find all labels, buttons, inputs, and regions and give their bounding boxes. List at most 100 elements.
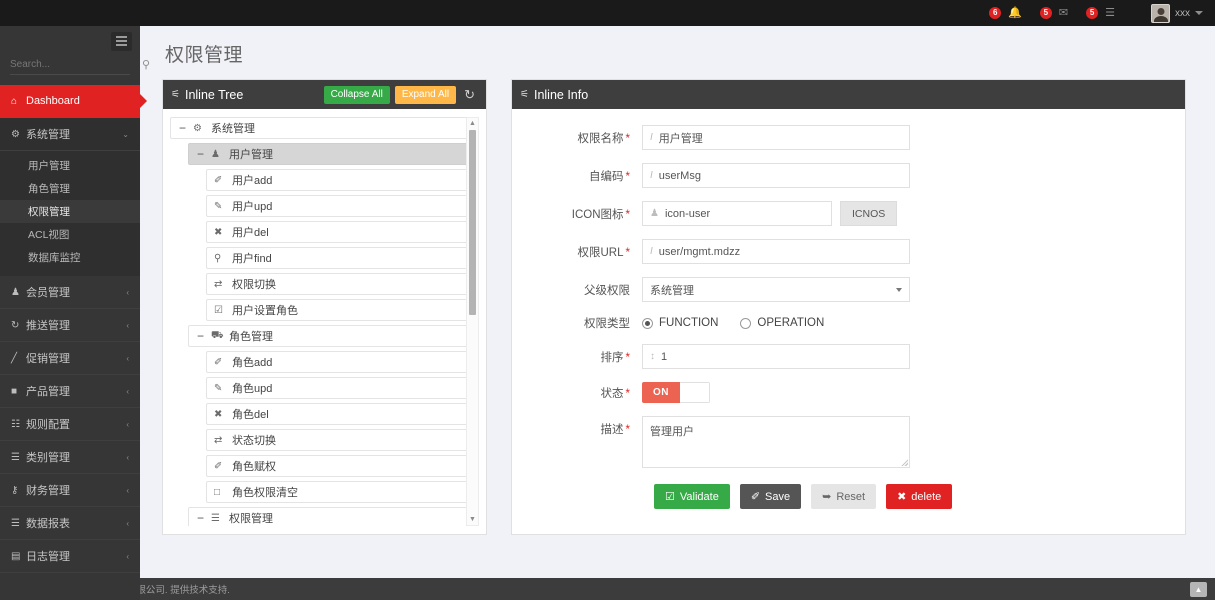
tree-node[interactable]: ✎ 用户upd bbox=[206, 195, 479, 217]
radio-dot-icon bbox=[740, 317, 752, 329]
avatar bbox=[1151, 3, 1170, 23]
scroll-up-icon[interactable]: ▲ bbox=[469, 120, 476, 127]
sidebar-item-push-mgmt[interactable]: ↻ 推送管理 ‹ bbox=[0, 309, 140, 342]
sitemap-icon: ⛟ bbox=[211, 329, 224, 341]
permission-icon-input[interactable]: ♟ icon-user bbox=[642, 201, 832, 226]
sidebar-subitem-label: 数据库监控 bbox=[28, 252, 81, 264]
scrollbar-thumb[interactable] bbox=[469, 130, 476, 315]
tree-node[interactable]: ⇄ 权限切换 bbox=[206, 273, 479, 295]
sidebar-item-promotion-mgmt[interactable]: ╱ 促销管理 ‹ bbox=[0, 342, 140, 375]
tree-node[interactable]: ⇄ 状态切换 bbox=[206, 429, 479, 451]
validate-button[interactable]: ☑ Validate bbox=[654, 484, 730, 509]
chevron-down-icon bbox=[896, 287, 902, 292]
collapse-all-button[interactable]: Collapse All bbox=[323, 85, 390, 104]
bell-icon: 🔔 bbox=[1008, 6, 1022, 19]
tree-node-label: 用户del bbox=[232, 227, 269, 239]
sidebar-item-system-mgmt[interactable]: ⚙ 系统管理 ⌄ bbox=[0, 118, 140, 151]
sidebar-subitem-user-mgmt[interactable]: 用户管理 bbox=[0, 154, 140, 177]
button-label: Save bbox=[765, 490, 791, 503]
refresh-icon[interactable]: ↻ bbox=[461, 87, 478, 103]
collapse-toggle-icon[interactable]: − bbox=[178, 121, 186, 135]
sidebar-item-label: 产品管理 bbox=[26, 386, 70, 398]
expand-all-button[interactable]: Expand All bbox=[394, 85, 457, 104]
sidebar-subitem-acl-view[interactable]: ACL视图 bbox=[0, 223, 140, 246]
save-button[interactable]: ✐ Save bbox=[739, 484, 802, 509]
tree-panel-title: Inline Tree bbox=[184, 87, 244, 102]
notification-tasks[interactable]: 5 ☰ bbox=[1086, 7, 1115, 19]
user-menu[interactable]: xxx bbox=[1147, 3, 1207, 23]
tree-scrollbar[interactable]: ▲ ▼ bbox=[466, 117, 479, 526]
info-form: 权限名称 * I 用户管理 自编码 * bbox=[512, 109, 1185, 534]
tree-node[interactable]: ✎ 角色upd bbox=[206, 377, 479, 399]
go-to-top-button[interactable]: ▲ bbox=[1190, 581, 1207, 597]
sidebar-item-product-mgmt[interactable]: ■ 产品管理 ‹ bbox=[0, 375, 140, 408]
sitemap-icon: ⚟ bbox=[171, 89, 180, 100]
sidebar-item-finance-mgmt[interactable]: ⚷ 财务管理 ‹ bbox=[0, 474, 140, 507]
sidebar-item-data-report[interactable]: ☰ 数据报表 ‹ bbox=[0, 507, 140, 540]
icnos-button[interactable]: ICNOS bbox=[840, 201, 898, 226]
chevron-left-icon: ‹ bbox=[126, 518, 129, 528]
chevron-left-icon: ‹ bbox=[126, 287, 129, 297]
tree-body: − ⚙ 系统管理 − ♟ 用户管理 ✐ 用户add bbox=[163, 109, 486, 534]
tree-node[interactable]: ✐ 角色add bbox=[206, 351, 479, 373]
permission-url-input[interactable]: I user/mgmt.mdzz bbox=[642, 239, 910, 264]
sidebar-subitem-role-mgmt[interactable]: 角色管理 bbox=[0, 177, 140, 200]
label-text: 自编码 bbox=[589, 170, 624, 183]
panels-row: ⚟ Inline Tree Collapse All Expand All ↻ … bbox=[140, 79, 1215, 535]
chevron-down-icon bbox=[1195, 11, 1203, 15]
tree-node[interactable]: ✐ 用户add bbox=[206, 169, 479, 191]
sidebar-item-dashboard[interactable]: ⌂ Dashboard bbox=[0, 85, 140, 118]
cube-icon: ■ bbox=[11, 385, 18, 397]
tasks-badge-count: 5 bbox=[1086, 7, 1099, 19]
collapse-toggle-icon[interactable]: − bbox=[196, 329, 204, 343]
search-icon[interactable]: ⚲ bbox=[142, 59, 151, 71]
sidebar-item-log-mgmt[interactable]: ▤ 日志管理 ‹ bbox=[0, 540, 140, 573]
sidebar-subitem-db-monitor[interactable]: 数据库监控 bbox=[0, 246, 140, 269]
sidebar-search[interactable]: ⚲ bbox=[10, 58, 150, 75]
field-row-url: 权限URL * I user/mgmt.mdzz bbox=[512, 239, 1165, 264]
permission-name-input[interactable]: I 用户管理 bbox=[642, 125, 910, 150]
tree-node[interactable]: ⚲ 用户find bbox=[206, 247, 479, 269]
radio-operation[interactable]: OPERATION bbox=[740, 317, 824, 329]
sidebar: ⚲ ⌂ Dashboard ⚙ 系统管理 ⌄ 用户管理 角色管理 权限管理 AC… bbox=[0, 26, 150, 600]
tree-node[interactable]: − ☰ 权限管理 bbox=[188, 507, 479, 526]
times-icon: ✖ bbox=[897, 491, 907, 503]
status-toggle[interactable]: ON bbox=[642, 382, 710, 403]
bell-badge-count: 6 bbox=[989, 7, 1002, 19]
sidebar-subitem-permission-mgmt[interactable]: 权限管理 bbox=[0, 200, 140, 223]
collapse-toggle-icon[interactable]: − bbox=[196, 147, 204, 161]
search-input[interactable] bbox=[10, 59, 142, 70]
notification-envelope[interactable]: 5 ✉ bbox=[1039, 7, 1068, 19]
tree-node[interactable]: ✐ 角色赋权 bbox=[206, 455, 479, 477]
tree-node[interactable]: − ♟ 用户管理 bbox=[188, 143, 479, 165]
sidebar-nav: ⌂ Dashboard ⚙ 系统管理 ⌄ 用户管理 角色管理 权限管理 ACL视… bbox=[0, 85, 140, 573]
sort-input[interactable]: ↕ 1 bbox=[642, 344, 910, 369]
sidebar-item-rule-config[interactable]: ☷ 规则配置 ‹ bbox=[0, 408, 140, 441]
search-icon: ⚲ bbox=[214, 252, 222, 264]
tree-node[interactable]: □ 角色权限清空 bbox=[206, 481, 479, 503]
tree-node[interactable]: ✖ 用户del bbox=[206, 221, 479, 243]
sidebar-item-member-mgmt[interactable]: ♟ 会员管理 ‹ bbox=[0, 276, 140, 309]
sidebar-item-category-mgmt[interactable]: ☰ 类别管理 ‹ bbox=[0, 441, 140, 474]
scroll-down-icon[interactable]: ▼ bbox=[469, 516, 476, 523]
italic-icon: I bbox=[650, 246, 653, 257]
times-icon: ✖ bbox=[214, 226, 223, 238]
reset-button[interactable]: ➥ Reset bbox=[811, 484, 877, 509]
tree-node[interactable]: ☑ 用户设置角色 bbox=[206, 299, 479, 321]
permission-code-input[interactable]: I userMsg bbox=[642, 163, 910, 188]
parent-permission-select[interactable]: 系统管理 bbox=[642, 277, 910, 302]
tree-node[interactable]: ✖ 角色del bbox=[206, 403, 479, 425]
sidebar-toggle-button[interactable] bbox=[111, 31, 132, 51]
sidebar-toggle-row bbox=[0, 26, 140, 56]
notification-bell[interactable]: 6 🔔 bbox=[989, 7, 1022, 19]
field-control: ↕ 1 bbox=[642, 344, 910, 369]
tree-node[interactable]: − ⚙ 系统管理 bbox=[170, 117, 479, 139]
delete-button[interactable]: ✖ delete bbox=[886, 484, 953, 509]
permission-url-label: 权限URL * bbox=[512, 244, 642, 260]
radio-function[interactable]: FUNCTION bbox=[642, 317, 718, 329]
field-row-status: 状态 * ON bbox=[512, 382, 1165, 403]
tree-node[interactable]: − ⛟ 角色管理 bbox=[188, 325, 479, 347]
collapse-toggle-icon[interactable]: − bbox=[196, 511, 204, 525]
description-textarea[interactable]: 管理用户 bbox=[642, 416, 910, 468]
description-label: 描述 * bbox=[512, 416, 642, 437]
